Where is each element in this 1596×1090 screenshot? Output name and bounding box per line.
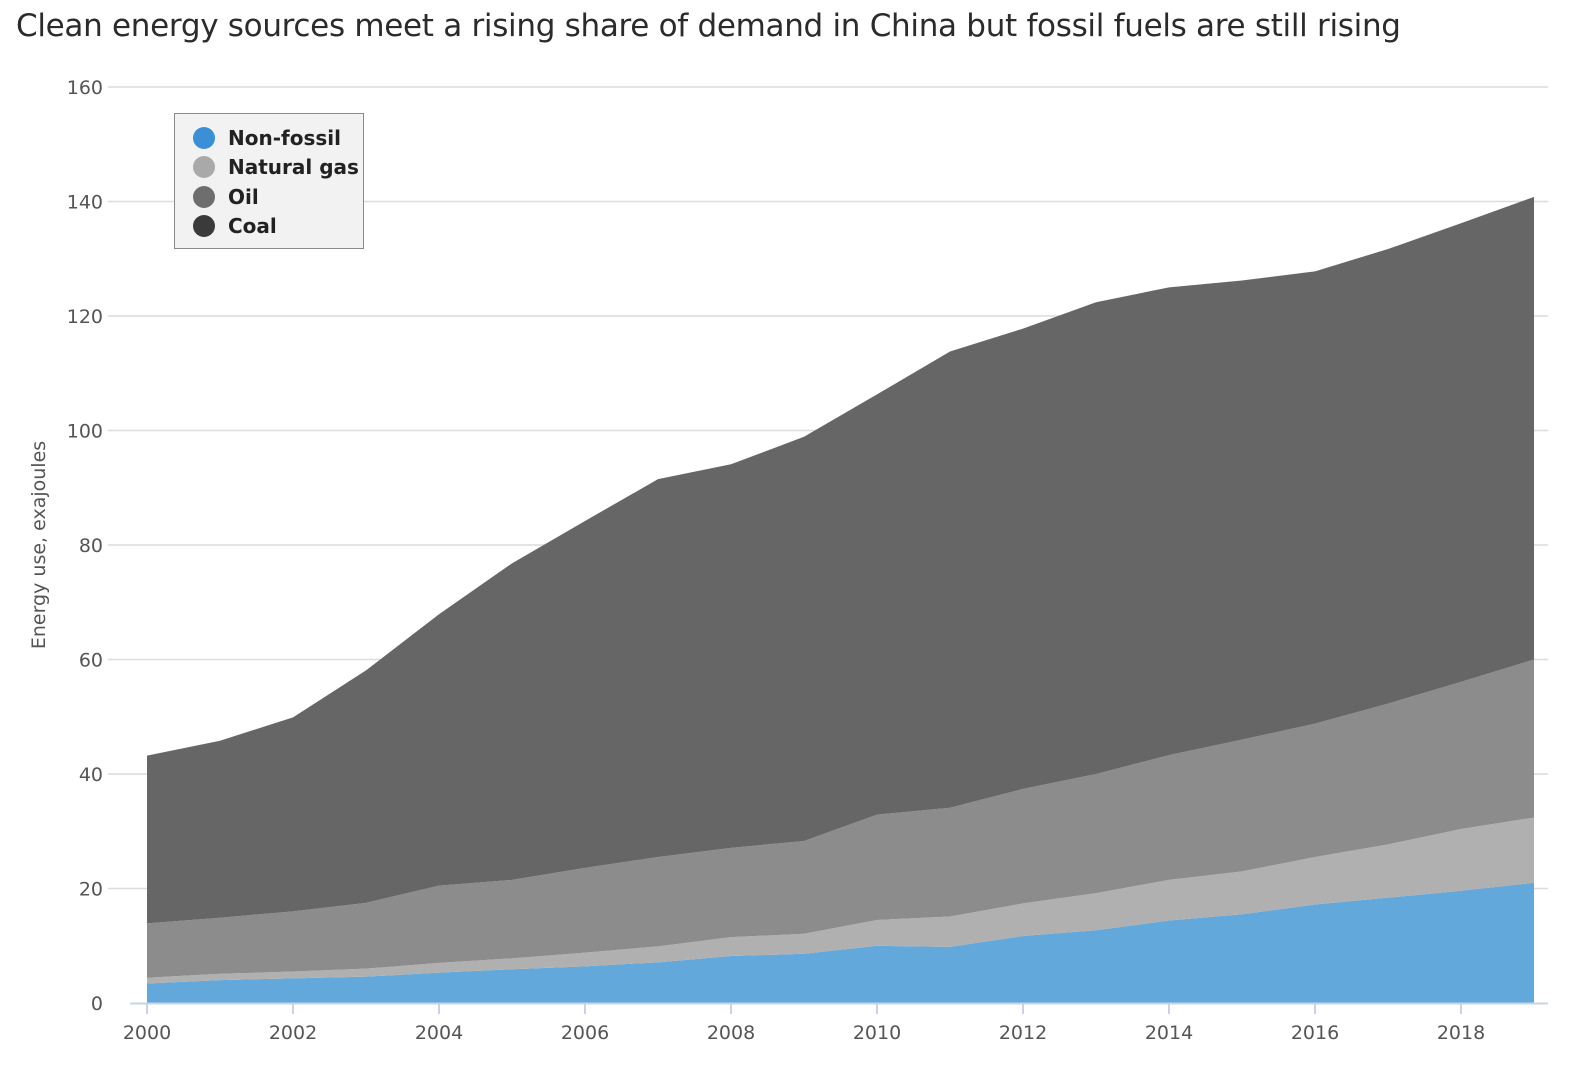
x-tick-label: 2006 — [561, 1022, 609, 1044]
x-tick-labels: 2000 2002 2004 2006 2008 2010 2012 2014 2016 2018 — [123, 1022, 1485, 1044]
y-tick-label: 60 — [79, 650, 103, 672]
x-tick-label: 2008 — [707, 1022, 755, 1044]
legend-label: Oil — [228, 184, 259, 209]
x-tick-label: 2004 — [415, 1022, 463, 1044]
legend-swatch — [193, 215, 215, 238]
y-tick-label: 140 — [67, 192, 103, 214]
y-tick-label: 100 — [67, 421, 103, 443]
area-non-fossil — [147, 882, 1534, 1003]
x-tick-label: 2016 — [1291, 1022, 1339, 1044]
legend-label: Coal — [228, 214, 277, 239]
area-coal — [147, 196, 1534, 924]
y-tick-label: 20 — [79, 879, 103, 901]
x-tick-label: 2014 — [1145, 1022, 1193, 1044]
y-tick-labels: 0 20 40 60 80 100 120 140 160 — [67, 77, 103, 1015]
y-tick-label: 80 — [79, 535, 103, 557]
x-tick-label: 2002 — [269, 1022, 317, 1044]
legend-swatch — [193, 185, 215, 208]
area-oil — [147, 659, 1534, 978]
y-tick-label: 160 — [67, 77, 103, 99]
legend-swatch — [193, 156, 215, 179]
x-tick-label: 2010 — [853, 1022, 901, 1044]
legend-item-non-fossil[interactable]: Non-fossil — [193, 123, 363, 153]
legend-item-oil[interactable]: Oil — [193, 182, 363, 212]
legend-item-natural-gas[interactable]: Natural gas — [193, 153, 363, 183]
chart-title: Clean energy sources meet a rising share… — [16, 8, 1401, 44]
y-tick-label: 0 — [91, 993, 103, 1015]
legend-label: Natural gas — [228, 155, 359, 180]
legend-swatch — [193, 126, 215, 149]
x-tick-label: 2000 — [123, 1022, 171, 1044]
x-tick-label: 2018 — [1437, 1022, 1485, 1044]
legend-item-coal[interactable]: Coal — [193, 212, 363, 242]
x-tick-label: 2012 — [999, 1022, 1047, 1044]
axes — [130, 1002, 1548, 1014]
y-tick-label: 40 — [79, 764, 103, 786]
legend-label: Non-fossil — [228, 125, 341, 150]
y-tick-label: 120 — [67, 306, 103, 328]
area-natural-gas — [147, 817, 1534, 984]
y-axis-label: Energy use, exajoules — [28, 441, 50, 649]
area-series — [147, 196, 1534, 1003]
legend: Non-fossil Natural gas Oil Coal — [174, 113, 364, 249]
